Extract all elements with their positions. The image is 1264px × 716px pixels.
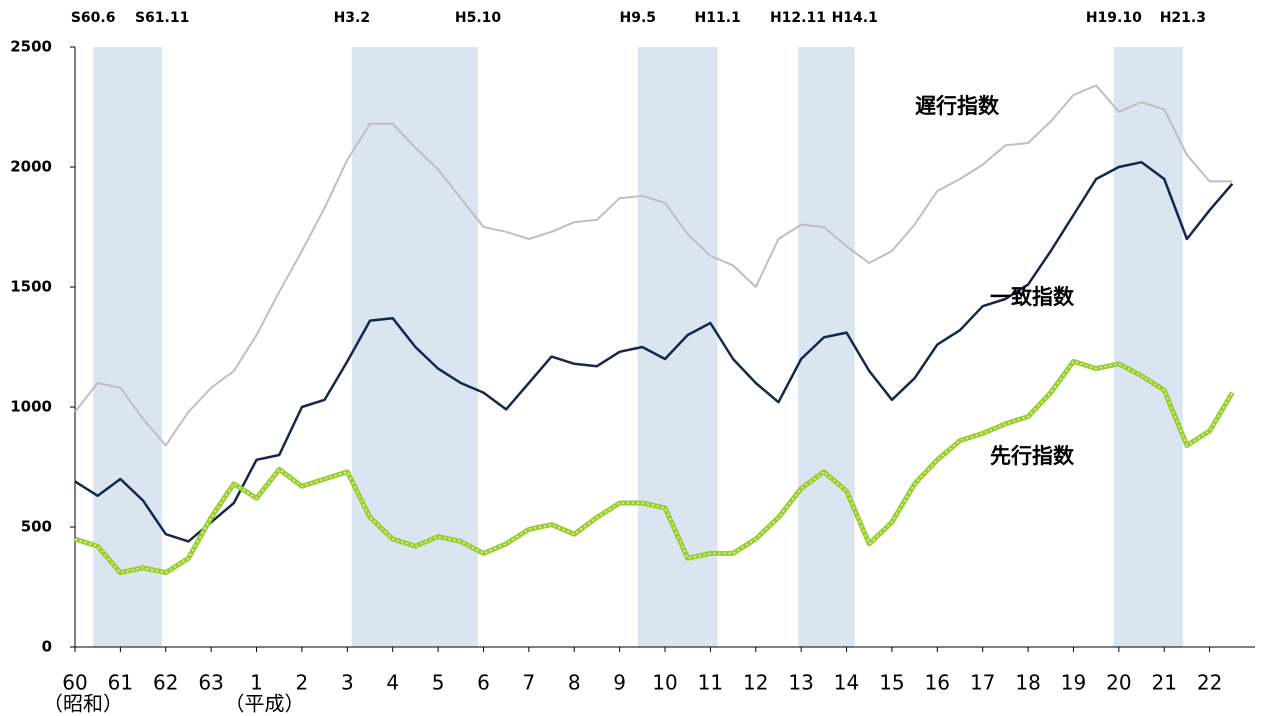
x-tick-label: 62 <box>153 671 178 695</box>
x-tick-label: 3 <box>341 671 354 695</box>
recession-end-label: H14.1 <box>832 10 878 26</box>
x-tick-label: 22 <box>1197 671 1222 695</box>
recession-end-label: H5.10 <box>455 10 502 26</box>
x-tick-label: 21 <box>1152 671 1177 695</box>
x-tick-label: 20 <box>1106 671 1131 695</box>
x-tick-label: 7 <box>522 671 535 695</box>
x-tick-label: 6 <box>477 671 490 695</box>
recession-end-label: H21.3 <box>1160 10 1206 26</box>
x-tick-label: 61 <box>108 671 133 695</box>
recession-start-label: H3.2 <box>334 10 371 26</box>
series-name: 先行指数 <box>990 444 1075 468</box>
x-tick-label: 4 <box>386 671 399 695</box>
series-line <box>74 84 1233 447</box>
series-line <box>74 160 1234 543</box>
recession-start-label: H19.10 <box>1086 10 1142 26</box>
series-line-dots <box>74 360 1233 574</box>
y-tick-label: 500 <box>21 518 52 536</box>
y-tick-label: 0 <box>42 638 52 656</box>
recession-end-label: H11.1 <box>695 10 741 26</box>
recession-end-label: S61.11 <box>135 10 189 26</box>
x-tick-label: 9 <box>613 671 626 695</box>
x-tick-label: 2 <box>296 671 309 695</box>
x-tick-label: 13 <box>788 671 813 695</box>
recession-band <box>93 47 163 647</box>
series-name: 遅行指数 <box>915 94 1000 118</box>
recession-band <box>797 47 855 647</box>
series-name: 一致指数 <box>990 285 1075 309</box>
era-label: （平成） <box>225 692 305 716</box>
x-tick-label: 16 <box>925 671 950 695</box>
x-tick-label: 60 <box>62 671 87 695</box>
y-tick-label: 1500 <box>10 278 52 296</box>
y-tick-label: 1000 <box>10 398 52 416</box>
x-tick-label: 8 <box>568 671 581 695</box>
recession-start-label: S60.6 <box>71 10 116 26</box>
x-tick-label: 18 <box>1015 671 1040 695</box>
recession-band <box>1113 47 1183 647</box>
recession-start-label: H9.5 <box>620 10 657 26</box>
x-tick-label: 11 <box>698 671 723 695</box>
x-tick-label: 19 <box>1061 671 1086 695</box>
x-tick-label: 5 <box>432 671 445 695</box>
y-tick-label: 2000 <box>10 158 52 176</box>
era-label: （昭和） <box>43 692 123 716</box>
y-tick-label: 2500 <box>10 38 52 56</box>
x-tick-label: 14 <box>834 671 859 695</box>
x-tick-label: 63 <box>198 671 223 695</box>
x-tick-label: 1 <box>250 671 263 695</box>
x-tick-label: 10 <box>652 671 677 695</box>
x-tick-label: 12 <box>743 671 768 695</box>
x-tick-label: 15 <box>879 671 904 695</box>
recession-start-label: H12.11 <box>770 10 826 26</box>
x-tick-label: 17 <box>970 671 995 695</box>
